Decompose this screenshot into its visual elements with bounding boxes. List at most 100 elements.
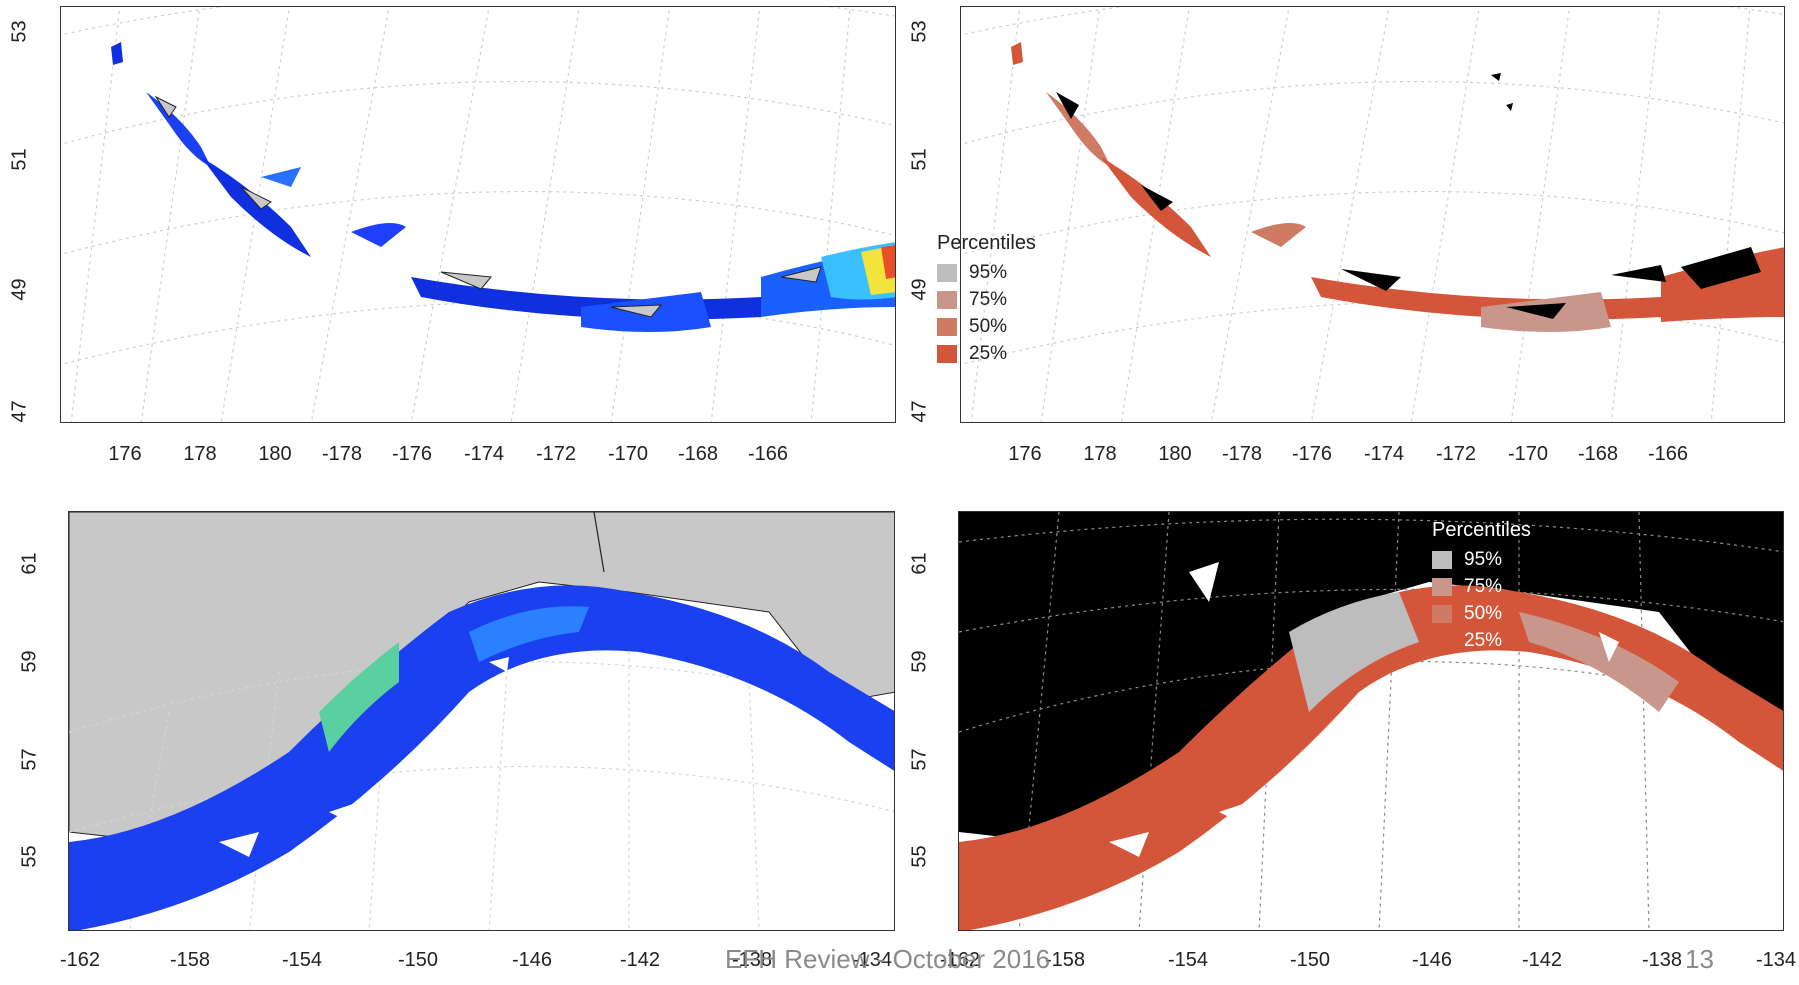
x-tick: -170 bbox=[607, 443, 649, 465]
land-outlines bbox=[154, 95, 822, 318]
x-tick: -172 bbox=[535, 443, 577, 465]
x-tick: -158 bbox=[169, 949, 211, 971]
legend-swatch bbox=[1432, 631, 1452, 650]
legend-swatch bbox=[937, 290, 957, 309]
legend-item: 50% bbox=[937, 313, 1036, 340]
land-islands bbox=[219, 657, 699, 857]
y-tick: 49 bbox=[908, 278, 931, 301]
legend-swatch bbox=[937, 263, 957, 282]
land-islands bbox=[1109, 562, 1619, 857]
y-tick: 55 bbox=[908, 845, 931, 868]
y-tick: 47 bbox=[908, 400, 931, 423]
map-frame bbox=[68, 511, 895, 931]
percentile-75 bbox=[1519, 612, 1679, 712]
y-tick: 47 bbox=[8, 400, 31, 423]
map-frame bbox=[60, 6, 896, 423]
percentile-95 bbox=[1289, 592, 1419, 712]
x-tick: -142 bbox=[619, 949, 661, 971]
y-tick: 57 bbox=[908, 748, 931, 771]
y-tick: 61 bbox=[908, 552, 931, 575]
aleutian-density-map bbox=[61, 7, 895, 422]
x-tick: -138 bbox=[731, 949, 773, 971]
gulf-density-map bbox=[69, 512, 894, 930]
x-tick: -154 bbox=[1167, 949, 1209, 971]
legend-item: 75% bbox=[937, 286, 1036, 313]
legend-item: 75% bbox=[1432, 573, 1531, 600]
x-tick: -178 bbox=[1221, 443, 1263, 465]
x-tick: -172 bbox=[1435, 443, 1477, 465]
map-panel-gulf-percentiles: Percentiles 95% 75% 50% 25% -162 -158 -1… bbox=[900, 505, 1799, 985]
x-tick: -168 bbox=[677, 443, 719, 465]
legend-swatch bbox=[1432, 577, 1452, 596]
map-frame bbox=[960, 6, 1785, 423]
x-tick: -178 bbox=[321, 443, 363, 465]
gulf-percentile-map bbox=[959, 512, 1783, 930]
density-mid bbox=[469, 606, 589, 662]
legend-title: Percentiles bbox=[937, 232, 1036, 254]
legend-swatch bbox=[937, 344, 957, 363]
percentile-legend: Percentiles 95% 75% 50% 25% bbox=[1432, 519, 1531, 654]
x-tick: -162 bbox=[59, 949, 101, 971]
graticule-lines bbox=[961, 7, 1784, 422]
legend-label: 50% bbox=[969, 315, 1008, 337]
x-tick: -146 bbox=[511, 949, 553, 971]
y-tick: 49 bbox=[8, 278, 31, 301]
map-panel-gulf-density: -162 -158 -154 -150 -146 -142 -138 -134 … bbox=[0, 505, 900, 985]
land-black bbox=[1056, 73, 1761, 319]
density-islands bbox=[111, 42, 895, 332]
graticule-lines bbox=[61, 7, 895, 422]
aleutian-percentile-map bbox=[961, 7, 1784, 422]
legend-label: 95% bbox=[1464, 548, 1503, 570]
legend-label: 75% bbox=[969, 288, 1008, 310]
legend-title: Percentiles bbox=[1432, 519, 1531, 541]
x-tick: 180 bbox=[258, 443, 292, 465]
x-tick: -176 bbox=[391, 443, 433, 465]
legend-label: 95% bbox=[969, 261, 1008, 283]
footer-text: EFH Review - October 2016 bbox=[725, 944, 1051, 974]
density-hotspot bbox=[319, 642, 399, 752]
y-tick: 51 bbox=[8, 148, 31, 171]
legend-item: 95% bbox=[1432, 546, 1531, 573]
x-tick: -142 bbox=[1521, 949, 1563, 971]
y-tick: 57 bbox=[18, 748, 41, 771]
x-tick: -134 bbox=[851, 949, 893, 971]
x-tick: -150 bbox=[397, 949, 439, 971]
x-tick: -154 bbox=[281, 949, 323, 971]
legend-item: 95% bbox=[937, 259, 1036, 286]
x-tick: 178 bbox=[183, 443, 217, 465]
x-tick: -170 bbox=[1507, 443, 1549, 465]
x-tick: -158 bbox=[1044, 949, 1086, 971]
graticule-lines bbox=[69, 641, 894, 930]
x-tick: -138 bbox=[1641, 949, 1683, 971]
x-tick: 180 bbox=[1158, 443, 1192, 465]
y-tick: 53 bbox=[908, 20, 931, 43]
x-tick: -146 bbox=[1411, 949, 1453, 971]
legend-item: 25% bbox=[1432, 627, 1531, 654]
percentile-islands bbox=[1011, 42, 1784, 332]
x-tick: 178 bbox=[1083, 443, 1117, 465]
border-line bbox=[593, 512, 605, 573]
y-tick: 59 bbox=[18, 650, 41, 673]
x-tick: 176 bbox=[1008, 443, 1042, 465]
y-tick: 53 bbox=[8, 20, 31, 43]
map-frame bbox=[958, 511, 1784, 931]
legend-label: 50% bbox=[1464, 602, 1503, 624]
x-tick: -168 bbox=[1577, 443, 1619, 465]
x-tick: -166 bbox=[747, 443, 789, 465]
x-tick: -176 bbox=[1291, 443, 1333, 465]
percentile-legend: Percentiles 95% 75% 50% 25% bbox=[937, 232, 1036, 367]
x-tick: -174 bbox=[1363, 443, 1405, 465]
density-band bbox=[69, 585, 894, 930]
x-tick: -162 bbox=[939, 949, 981, 971]
legend-label: 75% bbox=[1464, 575, 1503, 597]
map-panel-aleutian-density: 176 178 180 -178 -176 -174 -172 -170 -16… bbox=[0, 0, 900, 480]
y-tick: 55 bbox=[18, 845, 41, 868]
x-tick: 176 bbox=[108, 443, 142, 465]
legend-swatch bbox=[937, 317, 957, 336]
legend-swatch bbox=[1432, 604, 1452, 623]
x-tick: -150 bbox=[1289, 949, 1331, 971]
map-panel-aleutian-percentiles: Percentiles 95% 75% 50% 25% 176 178 180 … bbox=[900, 0, 1799, 480]
legend-item: 50% bbox=[1432, 600, 1531, 627]
percentile-band bbox=[959, 585, 1783, 930]
legend-label: 25% bbox=[969, 342, 1008, 364]
